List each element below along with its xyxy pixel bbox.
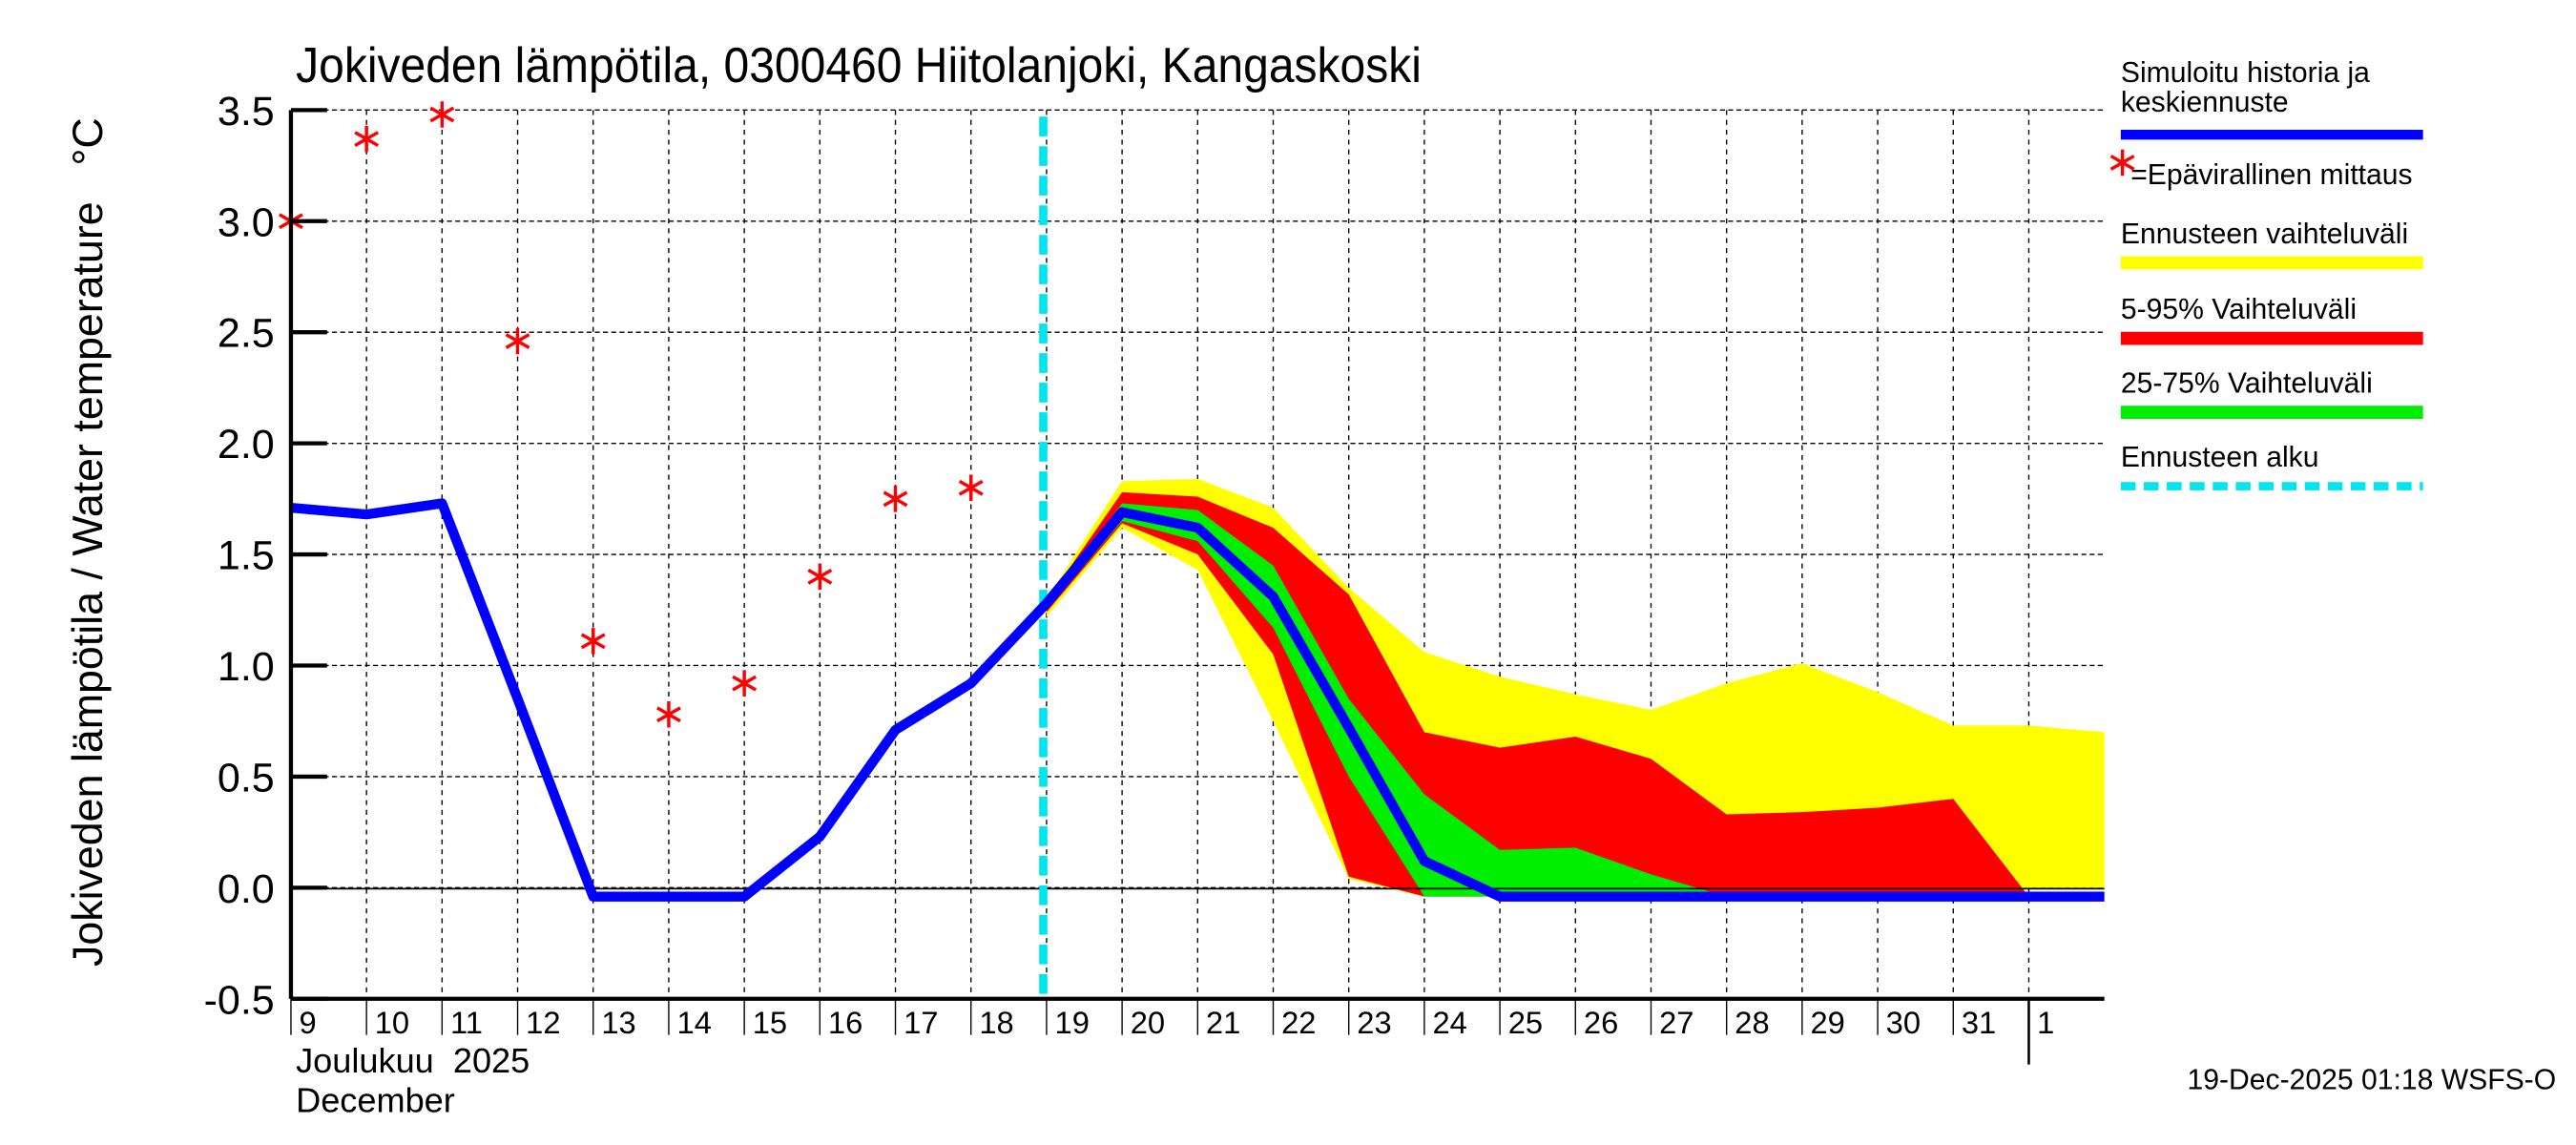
x-tick-label: 19 [1055, 1005, 1090, 1040]
x-tick-label: 1 [2037, 1005, 2054, 1040]
x-tick-label: 29 [1810, 1005, 1844, 1040]
x-tick-label: 12 [526, 1005, 560, 1040]
observation-point [958, 474, 984, 501]
x-tick-label: 26 [1584, 1005, 1618, 1040]
observation-point [732, 670, 758, 697]
x-tick-label: 27 [1659, 1005, 1693, 1040]
x-tick-label: 17 [904, 1005, 938, 1040]
chart-title: Jokiveden lämpötila, 0300460 Hiitolanjok… [296, 37, 1422, 93]
y-tick-label: 1.5 [218, 533, 275, 579]
x-tick-label: 18 [979, 1005, 1013, 1040]
asterisk-stroke [958, 479, 984, 496]
x-tick-label: 23 [1357, 1005, 1391, 1040]
y-tick-label: 0.0 [218, 866, 275, 912]
bands [1046, 478, 2105, 897]
x-tick-label: 30 [1886, 1005, 1921, 1040]
asterisk-stroke [883, 490, 908, 508]
asterisk-stroke [807, 568, 833, 585]
x-month-fi: Joulukuu 2025 [296, 1041, 530, 1080]
x-month-en: December [296, 1081, 455, 1120]
legend: Simuloitu historia ja keskiennuste =Epäv… [2109, 57, 2423, 490]
legend-range: Ennusteen vaihteluväli [2121, 219, 2408, 250]
x-tick-label: 10 [375, 1005, 409, 1040]
x-tick-label: 20 [1131, 1005, 1165, 1040]
asterisk-stroke [580, 633, 606, 650]
x-tick-label: 11 [450, 1005, 483, 1040]
axes: 9 10 11 12 13 14 15 16 17 18 19 20 21 22 23 24 25 26 27 28 2… [204, 89, 2105, 1065]
x-tick-label: 25 [1508, 1005, 1543, 1040]
legend-p595: 5-95% Vaihteluväli [2121, 294, 2357, 325]
timestamp: 19-Dec-2025 01:18 WSFS-O [2188, 1064, 2557, 1095]
simulated-line [290, 498, 2105, 902]
x-tick-label: 15 [753, 1005, 787, 1040]
y-tick-label: 2.0 [218, 422, 275, 468]
observation-point [807, 563, 833, 591]
x-tick-label: 28 [1735, 1005, 1769, 1040]
x-tick-label: 9 [300, 1005, 317, 1040]
legend-sim-2: keskiennuste [2121, 87, 2289, 118]
legend-p2575: 25-75% Vaihteluväli [2121, 367, 2373, 399]
y-tick-label: 3.0 [218, 199, 275, 245]
legend-start: Ennusteen alku [2121, 442, 2319, 473]
y-tick-label: 1.0 [218, 644, 275, 690]
x-tick-label: 14 [677, 1005, 712, 1040]
asterisk-stroke [505, 333, 530, 349]
x-tick-label: 24 [1433, 1005, 1467, 1040]
asterisk-icon [2109, 149, 2135, 177]
asterisk-stroke [354, 131, 380, 148]
asterisk-stroke [656, 706, 681, 723]
band-5-95-vaihteluv-li [1046, 491, 2105, 897]
observation-point [883, 486, 908, 512]
observation-point [354, 125, 380, 153]
y-tick-label: 2.5 [218, 311, 275, 357]
series [279, 101, 2105, 999]
y-tick-label: 0.5 [218, 755, 275, 801]
x-tick-label: 31 [1962, 1005, 1996, 1040]
x-tick-label: 16 [828, 1005, 862, 1040]
asterisk-stroke [429, 106, 455, 123]
observation-point [580, 628, 606, 655]
legend-obs-marker [2109, 149, 2135, 177]
x-tick-label: 22 [1281, 1005, 1316, 1040]
asterisk-stroke [732, 675, 758, 692]
y-axis-label: Jokiveden lämpötila / Water temperature°… [64, 117, 112, 967]
observation-point [505, 327, 530, 355]
asterisk-stroke [2109, 155, 2135, 171]
y-tick-label: -0.5 [204, 977, 275, 1023]
observation-point [656, 700, 681, 728]
x-tick-label: 13 [601, 1005, 635, 1040]
legend-sim-1: Simuloitu historia ja [2121, 57, 2370, 89]
observation-point [429, 101, 455, 128]
legend-obs: =Epävirallinen mittaus [2130, 159, 2412, 191]
y-tick-label: 3.5 [218, 89, 275, 135]
x-tick-label: 21 [1206, 1005, 1240, 1040]
